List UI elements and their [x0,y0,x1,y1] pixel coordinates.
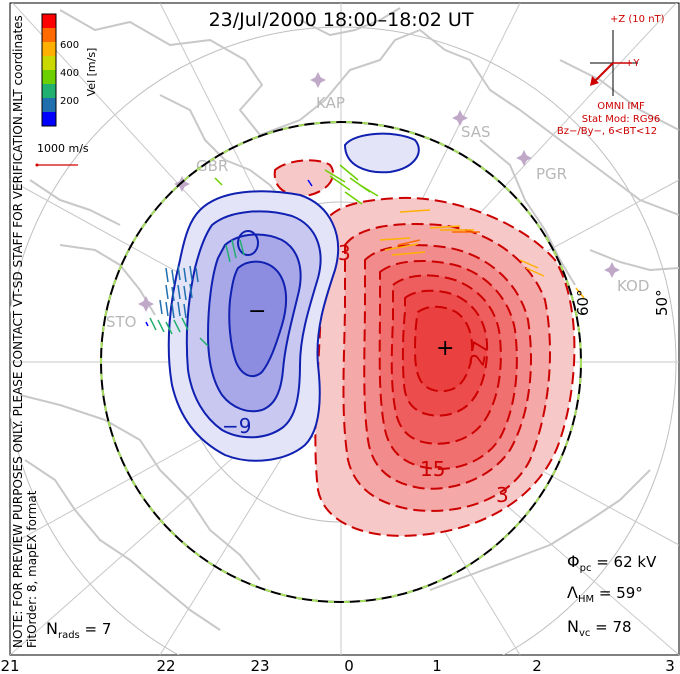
colorbar-tick-200: 200 [60,96,79,107]
imf-axis-z: +Z (10 nT) [610,14,665,25]
station-label-sas: SAS [461,123,491,141]
latitude-label-50: 50° [653,289,671,316]
colorbar-tick-600: 600 [60,40,79,51]
map-title: 23/Jul/2000 18:00–18:02 UT [209,9,474,31]
mlt-tick-3: 3 [665,657,675,674]
imf-clock [590,30,638,96]
colorbar-segment [42,14,56,29]
potential-min-marker: − [248,299,266,324]
station-label-sto: STO [106,313,137,331]
mlt-tick-2: 2 [532,657,542,674]
colorbar-segment [42,112,56,127]
preview-note: NOTE: FOR PREVIEW PURPOSES ONLY. PLEASE … [11,112,25,648]
colorbar-segment [42,70,56,85]
stat-n-vc: Nvc = 78 [567,617,632,639]
colorbar-segment [42,28,56,43]
contour-label-pos27: 27 [465,339,493,368]
imf-axis-y: +Y [625,58,640,69]
velocity-colorbar [41,13,57,127]
station-markers [138,72,620,312]
fit-order-label: FitOrder: 8, mapEX format [25,490,39,648]
imf-model: Stat Mod: RG96 [582,114,661,125]
latitude-label-60: 60° [574,289,592,316]
coordinate-system-label: MLT coordinates [11,15,25,112]
mlt-tick-22: 22 [156,657,175,674]
mlt-tick-1: 1 [432,657,442,674]
station-label-kod: KOD [617,277,649,295]
potential-max-marker: + [436,336,454,361]
colorbar-segment [42,98,56,113]
negative-contour-small [343,132,420,174]
imf-conditions: Bz−/By−, 6<BT<12 [557,126,657,137]
stat-lambda-hm: ΛHM = 59° [567,583,643,605]
colorbar-tick-400: 400 [60,68,79,79]
imf-source: OMNI IMF [597,101,645,112]
colorbar-outline [41,13,57,127]
vector-scale-label: 1000 m/s [37,142,89,155]
station-label-pgr: PGR [536,165,567,183]
colorbar-segment [42,84,56,99]
mlt-tick-23: 23 [250,657,269,674]
stat-phi-pc: Φpc = 62 kV [567,552,657,574]
station-label-gbr: GBR [196,157,228,175]
mlt-tick-21: 21 [0,657,19,674]
contour-label-pos15: 15 [420,457,445,481]
mlt-tick-0: 0 [344,657,354,674]
station-label-kap: KAP [316,94,345,112]
contour-label-pos3a: 3 [338,241,351,265]
negative-potential-cell [167,132,420,462]
colorbar-segment [42,42,56,57]
stat-n-rads: Nrads = 7 [46,619,111,641]
velocity-vectors [145,164,585,347]
contour-label-neg9: −9 [222,414,251,438]
positive-contour-small [273,159,335,197]
colorbar-label: Vel [m/s] [85,48,98,97]
colorbar-segment [42,56,56,71]
contour-label-pos3b: 3 [496,483,509,507]
